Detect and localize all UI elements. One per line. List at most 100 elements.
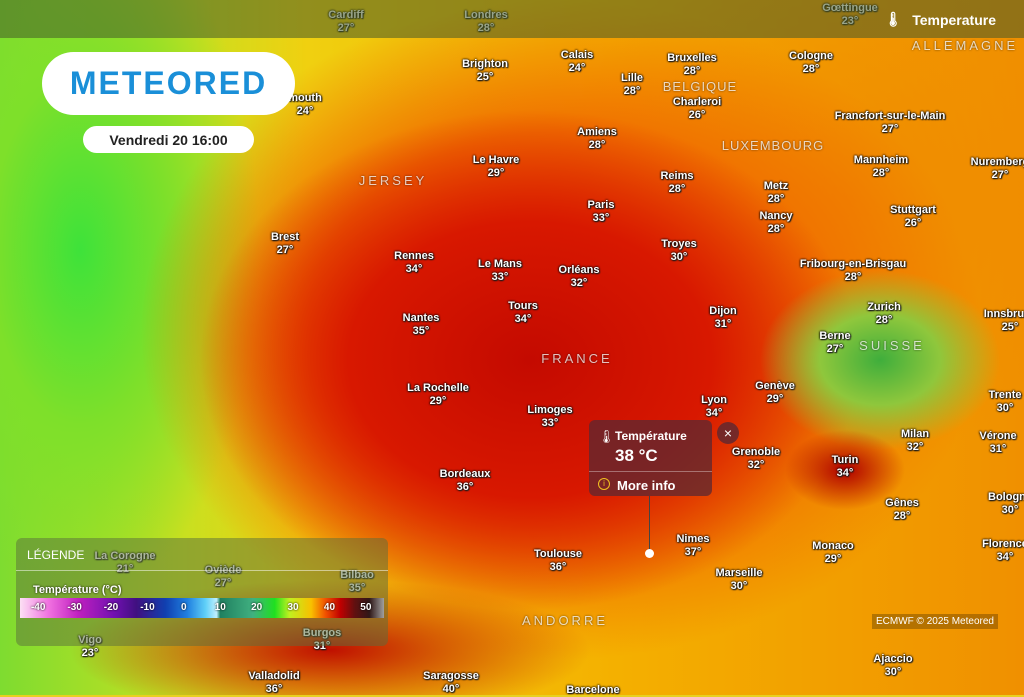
city-temp: 27°	[826, 343, 844, 355]
city-label[interactable]: Calais 24°	[561, 49, 593, 75]
city-label[interactable]: Limoges 33°	[527, 404, 572, 430]
close-popup-button[interactable]: ×	[717, 422, 739, 444]
city-temp: 40°	[442, 683, 460, 695]
city-label[interactable]: Nancy 28°	[759, 210, 792, 236]
more-info-link[interactable]: More info	[617, 478, 676, 493]
scale-tick: -10	[140, 602, 155, 613]
city-label[interactable]: Berne 27°	[819, 330, 850, 356]
city-label[interactable]: Reims 28°	[660, 170, 693, 196]
city-label[interactable]: Rennes 34°	[394, 250, 434, 276]
layer-selector[interactable]: 🌡 Temperature	[884, 11, 996, 28]
city-name: Bologne	[988, 491, 1024, 503]
city-name: Nimes	[676, 533, 710, 545]
city-label[interactable]: Bordeaux 36°	[440, 468, 491, 494]
city-temp: 36°	[265, 683, 283, 695]
divider	[16, 570, 388, 571]
city-temp: 26°	[904, 217, 922, 229]
city-label[interactable]: Trente 30°	[988, 389, 1021, 415]
datetime-badge[interactable]: Vendredi 20 16:00	[83, 126, 254, 153]
city-label[interactable]: Saragosse 40°	[423, 670, 479, 696]
city-temp: 32°	[906, 441, 924, 453]
city-temp: 36°	[456, 481, 474, 493]
city-label[interactable]: Genève 29°	[755, 380, 795, 406]
city-temp: 28°	[683, 65, 701, 77]
city-temp: 34°	[996, 551, 1014, 563]
info-icon: i	[598, 478, 610, 490]
city-temp: 33°	[491, 271, 509, 283]
meteored-logo[interactable]: METEORED	[42, 52, 295, 115]
city-label[interactable]: Barcelone	[566, 684, 619, 697]
city-label[interactable]: Milan 32°	[901, 428, 929, 454]
city-name: Tours	[508, 300, 538, 312]
city-label[interactable]: Vérone 31°	[979, 430, 1016, 456]
city-temp: 30°	[730, 580, 748, 592]
popup-label: Température	[615, 429, 687, 443]
city-name: Trente	[988, 389, 1022, 401]
city-temp: 24°	[568, 62, 586, 74]
city-label[interactable]: Marseille 30°	[715, 567, 762, 593]
city-label[interactable]: Bruxelles 28°	[667, 52, 717, 78]
city-label[interactable]: Fribourg-en-Brisgau 28°	[800, 258, 906, 284]
city-label[interactable]: mouth 24°	[288, 92, 322, 118]
city-label[interactable]: Brest 27°	[271, 231, 299, 257]
city-label[interactable]: Cologne 28°	[789, 50, 833, 76]
city-label[interactable]: Nuremberg 27°	[971, 156, 1024, 182]
city-temp: 28°	[802, 63, 820, 75]
city-label[interactable]: Orléans 32°	[559, 264, 600, 290]
divider	[589, 471, 712, 472]
city-temp: 28°	[588, 139, 606, 151]
city-name: Charleroi	[672, 96, 722, 108]
city-temp: 34°	[405, 263, 423, 275]
city-label[interactable]: Metz 28°	[764, 180, 788, 206]
city-label[interactable]: Ajaccio 30°	[873, 653, 912, 679]
city-label[interactable]: Valladolid 36°	[248, 670, 299, 696]
city-name: Genève	[755, 380, 795, 392]
city-label[interactable]: Monaco 29°	[812, 540, 854, 566]
city-label[interactable]: Nimes 37°	[676, 533, 709, 559]
city-label[interactable]: Le Mans 33°	[478, 258, 522, 284]
scale-tick: 50	[360, 602, 372, 613]
city-label[interactable]: Francfort-sur-le-Main 27°	[835, 110, 946, 136]
city-name: Mannheim	[853, 154, 909, 166]
city-label[interactable]: Toulouse 36°	[534, 548, 582, 574]
city-label[interactable]: Lyon 34°	[701, 394, 727, 420]
city-label[interactable]: Innsbruck25°	[984, 308, 1024, 334]
city-name: Ajaccio	[873, 653, 913, 665]
city-label[interactable]: Turin 34°	[832, 454, 859, 480]
city-label[interactable]: Dijon 31°	[709, 305, 737, 331]
city-label[interactable]: Mannheim 28°	[854, 154, 908, 180]
city-label[interactable]: Bologne30°	[988, 491, 1024, 517]
city-label[interactable]: Lille 28°	[621, 72, 643, 98]
city-label[interactable]: Charleroi 26°	[673, 96, 721, 122]
city-temp: 28°	[844, 271, 862, 283]
city-label[interactable]: Paris 33°	[588, 199, 615, 225]
city-label[interactable]: Florence 34°	[982, 538, 1024, 564]
city-name: Fribourg-en-Brisgau	[799, 258, 907, 270]
city-name: Metz	[763, 180, 789, 192]
location-marker[interactable]	[645, 549, 654, 558]
legend-panel: LÉGENDE Température (°C) -40 -30 -20 -10 0 10…	[16, 538, 388, 646]
city-label[interactable]: Amiens 28°	[577, 126, 617, 152]
city-label[interactable]: Le Havre 29°	[473, 154, 519, 180]
city-label[interactable]: La Rochelle 29°	[407, 382, 469, 408]
city-name: Vérone	[979, 430, 1017, 442]
city-temp: 29°	[824, 553, 842, 565]
city-name: Francfort-sur-le-Main	[834, 110, 946, 122]
city-label[interactable]: Grenoble 32°	[732, 446, 780, 472]
city-name: Milan	[900, 428, 930, 440]
city-label[interactable]: Tours 34°	[508, 300, 538, 326]
city-name: Grenoble	[731, 446, 781, 458]
city-temp: 36°	[549, 561, 567, 573]
country-label: FRANCE	[541, 351, 613, 366]
city-label[interactable]: Brighton 25°	[462, 58, 508, 84]
city-temp: 28°	[668, 183, 686, 195]
country-label: ALLEMAGNE	[911, 38, 1019, 53]
city-name: Calais	[560, 49, 594, 61]
city-label[interactable]: Stuttgart 26°	[890, 204, 936, 230]
city-label[interactable]: Gênes 28°	[885, 497, 919, 523]
city-label[interactable]: Zurich 28°	[867, 301, 901, 327]
city-name: Toulouse	[533, 548, 583, 560]
city-label[interactable]: Troyes 30°	[661, 238, 696, 264]
city-label[interactable]: Nantes 35°	[403, 312, 440, 338]
legend-title: LÉGENDE	[27, 548, 85, 562]
